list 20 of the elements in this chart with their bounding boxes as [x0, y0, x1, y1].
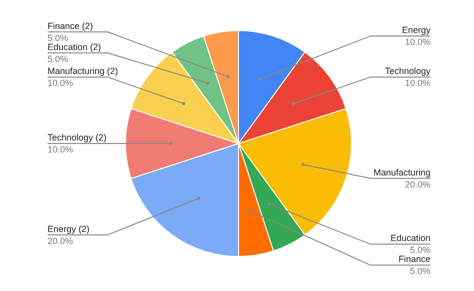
slice-label: Energy — [402, 25, 431, 36]
slice-label: Energy (2) — [48, 224, 90, 234]
slice-label: Technology — [384, 66, 431, 76]
slice-label: Education (2) — [48, 42, 102, 52]
data-label: 10.0% — [48, 78, 74, 88]
data-label: 5.0% — [48, 32, 68, 43]
data-label: 20.0% — [404, 179, 431, 190]
slice-label: Finance — [398, 254, 431, 264]
data-label: 5.0% — [48, 54, 68, 64]
data-label: 5.0% — [410, 245, 430, 256]
slice-label: Education — [390, 233, 430, 244]
slice-label: Technology (2) — [48, 132, 107, 142]
data-label: 20.0% — [48, 236, 74, 246]
slice-label: Finance (2) — [48, 20, 94, 31]
slice-label: Manufacturing (2) — [48, 66, 118, 76]
data-label: 5.0% — [410, 266, 430, 276]
data-label: 10.0% — [404, 37, 431, 48]
data-label: 10.0% — [48, 144, 74, 154]
data-label: 10.0% — [404, 78, 431, 88]
slice-label: Manufacturing — [373, 167, 431, 178]
